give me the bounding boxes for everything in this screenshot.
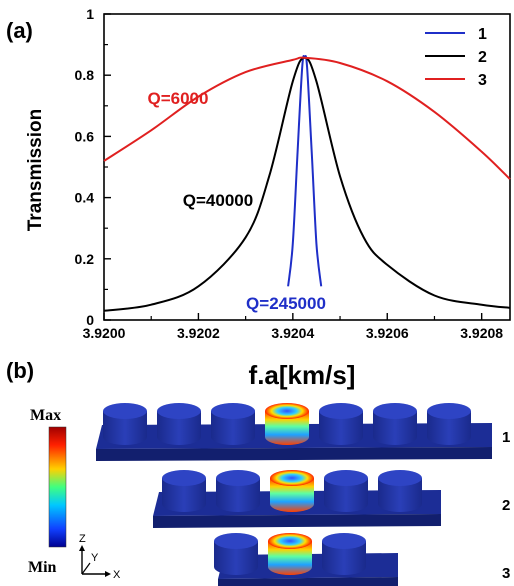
row-label: 1 <box>502 429 510 446</box>
y-axis-title: Transmission <box>25 109 46 232</box>
x-axis-title: f.a[km/s] <box>249 360 356 390</box>
cylinder <box>322 533 366 575</box>
legend-label-2: 2 <box>478 49 487 66</box>
x-axis-label: X <box>113 569 121 581</box>
waveguide-row-2: 2 <box>153 470 510 528</box>
cylinder <box>157 403 201 445</box>
cylinder-excited <box>268 533 312 575</box>
waveguide-row-1: 1 <box>96 403 510 461</box>
cylinder-excited <box>270 470 314 512</box>
x-tick-label: 3.9202 <box>177 325 220 341</box>
q-annotation-1: Q=245000 <box>246 294 326 313</box>
cylinder <box>162 470 206 512</box>
series-line-3 <box>103 56 511 180</box>
panel-a-label: (a) <box>6 18 33 43</box>
y-tick-label: 0.2 <box>75 251 95 267</box>
cylinder <box>103 403 147 445</box>
cylinder <box>211 403 255 445</box>
panel-b-label: (b) <box>6 358 34 383</box>
cylinder <box>373 403 417 445</box>
x-tick-label: 3.9206 <box>366 325 409 341</box>
coordinate-triad: Z Y X <box>79 533 121 581</box>
row-label: 2 <box>502 497 510 514</box>
cylinder <box>319 403 363 445</box>
colorbar-max-label: Max <box>30 407 61 424</box>
y-tick-label: 0.8 <box>75 67 95 83</box>
waveguide-row-3: 3 <box>214 533 510 586</box>
legend-label-1: 1 <box>478 26 487 43</box>
waveguide-rows: 1 2 3 <box>96 403 510 586</box>
z-axis-label: Z <box>79 533 86 545</box>
series-lines <box>103 55 511 312</box>
cylinder <box>378 470 422 512</box>
legend: 1 2 3 <box>425 26 487 89</box>
series-line-1 <box>287 55 323 287</box>
plot-area: 3.9200 3.9202 3.9204 3.9206 3.9208 0 0.2 0.4 0.… <box>75 6 511 341</box>
q-annotation-3: Q=6000 <box>148 89 209 108</box>
y-tick-label: 0.6 <box>75 128 95 144</box>
x-tick-label: 3.9204 <box>271 325 314 341</box>
cylinder <box>214 533 258 575</box>
y-tick-label: 0.4 <box>75 190 95 206</box>
legend-label-3: 3 <box>478 72 487 89</box>
slab-edge <box>153 514 441 528</box>
q-annotation-2: Q=40000 <box>183 191 253 210</box>
y-tick-labels: 0 0.2 0.4 0.6 0.8 1 <box>75 6 95 328</box>
colorbar-min-label: Min <box>28 559 57 576</box>
q-annotations: Q=245000 Q=40000 Q=6000 <box>148 89 326 313</box>
x-tick-labels: 3.9200 3.9202 3.9204 3.9206 3.9208 <box>83 325 504 341</box>
slab-edge <box>96 447 492 461</box>
series-line-2 <box>103 56 511 312</box>
y-tick-label: 0 <box>86 312 94 328</box>
axis-ticks <box>103 13 483 321</box>
row-label: 3 <box>502 565 510 582</box>
cylinder <box>427 403 471 445</box>
slab-edge <box>218 577 398 586</box>
cylinder <box>216 470 260 512</box>
cylinder-excited <box>265 403 309 445</box>
x-tick-label: 3.9208 <box>460 325 503 341</box>
cylinder <box>324 470 368 512</box>
y-axis-label: Y <box>91 552 99 564</box>
x-tick-label: 3.9200 <box>83 325 126 341</box>
y-tick-label: 1 <box>86 6 94 22</box>
colorbar <box>48 426 67 548</box>
